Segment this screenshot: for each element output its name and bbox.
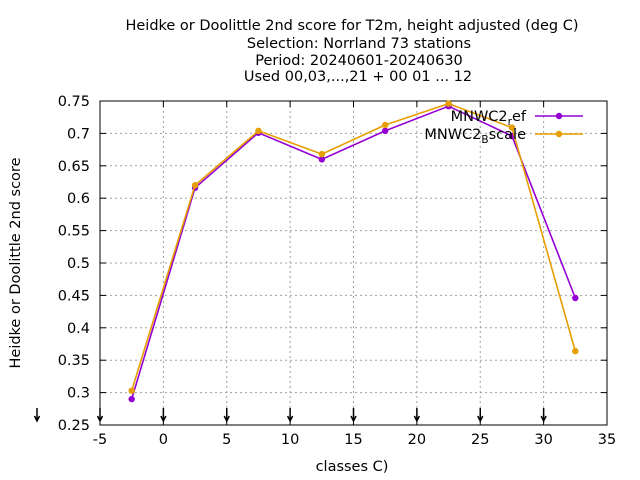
data-point [572,294,579,302]
x-tick-label: 5 [222,432,231,448]
series-line [130,102,577,391]
data-point [128,387,135,394]
y-axis-label: Heidke or Doolittle 2nd score [8,157,24,368]
data-point [191,182,199,189]
data-point [128,395,135,403]
y-tick-label: 0.55 [58,224,90,240]
legend-swatch-point [555,130,563,138]
bottom-arrow [477,408,484,423]
y-tick-label: 0.25 [58,418,90,434]
bottom-arrow [350,408,357,423]
x-tick-label: 15 [344,432,362,448]
legend-label: MNWC2Bscale [424,127,526,146]
y-tick-label: 0.6 [67,191,90,207]
x-tick-label: 20 [408,432,426,448]
data-point [572,347,579,355]
bottom-arrow [160,408,167,423]
y-tick-label: 0.3 [67,386,90,402]
y-tick-label: 0.35 [58,353,90,369]
series-line [130,105,577,400]
chart-title: Heidke or Doolittle 2nd score for T2m, h… [125,18,578,85]
bottom-arrows [33,408,547,423]
title-line-2: Selection: Norrland 73 stations [247,36,471,52]
y-tick-label: 0.75 [58,94,90,110]
x-tick-label: -5 [93,432,107,448]
legend-swatch-point [555,112,563,120]
data-point [318,150,326,158]
grid [100,101,607,425]
bottom-arrow [286,408,294,423]
bottom-arrow [540,408,547,423]
y-tick-label: 0.7 [67,126,90,142]
y-tick-label: 0.65 [58,159,90,175]
data-point [381,121,389,129]
y-tick-labels: 0.25 0.3 0.35 0.4 0.45 0.5 0.55 0.6 0.65 0.7 0.75 [58,94,90,434]
legend-label: MNWC2ref [451,109,527,128]
title-line-4: Used 00,03,...,21 + 00 01 ... 12 [244,69,472,85]
x-tick-label: 10 [281,432,299,448]
bottom-arrow [96,408,104,423]
bottom-arrow [33,408,41,423]
x-tick-label: 35 [598,432,616,448]
data-point [445,100,452,107]
y-tick-label: 0.5 [67,256,90,272]
x-axis-label: classes C) [316,459,389,475]
bottom-arrow [413,408,421,423]
x-tick-label: 25 [471,432,489,448]
data-point [318,156,326,163]
y-tick-label: 0.4 [67,321,90,337]
data-point [255,127,262,135]
x-tick-label: 30 [534,432,552,448]
x-tick-labels: -5 0 5 10 15 20 25 30 35 [93,432,616,448]
title-line-3: Period: 20240601-20240630 [255,53,463,69]
x-tick-label: 0 [159,432,168,448]
data-point [508,124,516,131]
series [128,100,579,403]
y-tick-label: 0.45 [58,288,90,304]
data-point [381,127,389,135]
title-line-1: Heidke or Doolittle 2nd score for T2m, h… [125,18,578,34]
bottom-arrow [223,408,230,423]
